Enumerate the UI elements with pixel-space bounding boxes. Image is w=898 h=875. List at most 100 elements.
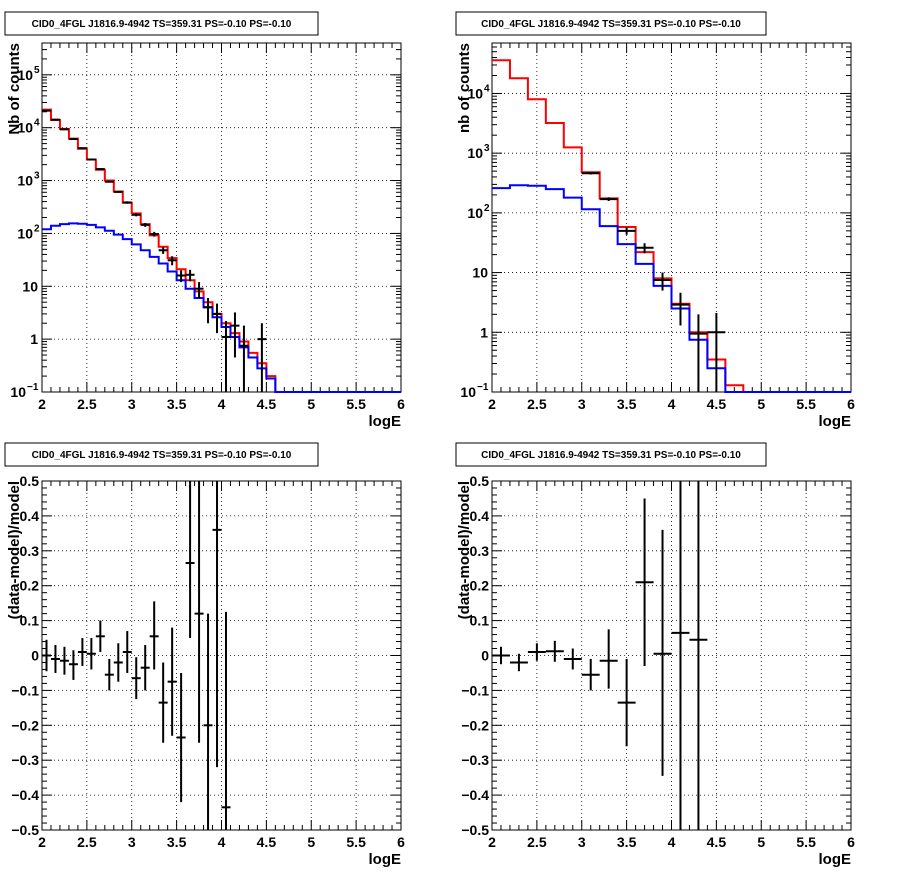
y-tick-label: 10 (17, 120, 33, 136)
y-tick-label: 0.5 (470, 473, 490, 489)
x-tick-label: 2.5 (527, 396, 547, 412)
y-tick-label: −0.2 (461, 717, 489, 733)
grid (492, 43, 851, 392)
y-tick-label: 10 (460, 384, 476, 400)
data-point (158, 247, 168, 254)
y-tick-label: −0.4 (11, 787, 39, 803)
y-axis-title: Nb of counts (6, 43, 23, 135)
data-point (653, 272, 672, 291)
data-point (50, 645, 60, 673)
x-tick-label: 4 (668, 834, 676, 850)
chart-panel-1: CID0_4FGL J1816.9-4942 TS=359.31 PS=-0.1… (4, 11, 405, 430)
x-axis-title: logE (819, 851, 852, 868)
y-tick-label: 0.1 (470, 613, 490, 629)
grid (492, 481, 851, 830)
data-point (131, 213, 141, 217)
data-point (230, 312, 240, 358)
y-tick-exponent: 4 (34, 118, 40, 129)
data-point (635, 243, 654, 254)
chart-title: CID0_4FGL J1816.9-4942 TS=359.31 PS=-0.1… (481, 450, 741, 461)
y-tick-label: 0.3 (470, 543, 490, 559)
data-point (77, 147, 87, 150)
data-point (113, 190, 123, 193)
x-tick-label: 6 (847, 396, 855, 412)
x-tick-label: 4 (668, 396, 676, 412)
data-point (140, 223, 150, 227)
data-point (185, 481, 195, 639)
y-tick-label: 0 (481, 648, 489, 664)
data-point (617, 658, 636, 747)
data-point (221, 611, 231, 830)
x-axis-title: logE (369, 413, 402, 430)
y-tick-label: 10 (22, 278, 38, 294)
x-tick-label: 5 (757, 396, 765, 412)
data-point (221, 321, 231, 392)
x-tick-label: 3 (128, 396, 136, 412)
data-point (581, 658, 600, 691)
x-tick-label: 5 (307, 834, 315, 850)
x-tick-label: 6 (847, 834, 855, 850)
y-tick-label: 0.1 (20, 613, 40, 629)
y-axis-title: (data-model)/model (456, 481, 473, 619)
data-point (167, 256, 177, 266)
x-tick-label: 4 (218, 834, 226, 850)
x-tick-label: 6 (397, 834, 405, 850)
x-tick-label: 5 (307, 396, 315, 412)
x-tick-label: 5.5 (346, 834, 366, 850)
x-tick-label: 2 (38, 834, 46, 850)
data-point (545, 640, 564, 662)
data-point (635, 498, 654, 666)
x-tick-label: 2.5 (527, 834, 547, 850)
y-axis-title: nb of counts (456, 43, 473, 133)
x-tick-label: 3 (128, 834, 136, 850)
data-point (671, 481, 690, 830)
data-point (194, 282, 204, 299)
y-tick-label: 10 (17, 173, 33, 189)
source-model-line (492, 184, 851, 393)
y-tick-exponent: 3 (484, 143, 490, 154)
y-tick-label: −0.1 (11, 682, 39, 698)
x-tick-label: 2 (38, 396, 46, 412)
x-tick-label: 6 (397, 396, 405, 412)
y-tick-label: 10 (467, 85, 483, 101)
x-tick-label: 5.5 (796, 396, 816, 412)
chart-panel-2: CID0_4FGL J1816.9-4942 TS=359.31 PS=-0.1… (455, 11, 855, 430)
y-tick-label: 10 (467, 205, 483, 221)
x-tick-label: 2 (488, 834, 496, 850)
x-tick-label: 2 (488, 396, 496, 412)
x-tick-label: 4.5 (257, 834, 277, 850)
y-tick-label: 10 (17, 67, 33, 83)
y-tick-exponent: 3 (34, 171, 40, 182)
data-point (77, 638, 87, 666)
x-tick-label: 4 (218, 396, 226, 412)
data-point (149, 231, 159, 237)
data-point (563, 648, 582, 670)
y-tick-label: 10 (17, 225, 33, 241)
title-box (455, 11, 767, 36)
data-point (158, 662, 168, 743)
data-point (653, 529, 672, 776)
data-point (203, 298, 213, 324)
data-point (212, 481, 222, 768)
data-point (50, 118, 60, 121)
x-tick-label: 3.5 (617, 396, 637, 412)
data-point (176, 270, 186, 283)
chart-title: CID0_4FGL J1816.9-4942 TS=359.31 PS=-0.1… (32, 450, 292, 461)
x-tick-label: 3 (578, 396, 586, 412)
data-point (113, 643, 123, 682)
data-point (59, 128, 69, 131)
data-point (671, 292, 690, 326)
title-box (4, 442, 319, 467)
title-box (4, 11, 319, 36)
y-tick-label: 1 (480, 324, 488, 340)
x-tick-label: 3.5 (617, 834, 637, 850)
data-point (212, 303, 222, 334)
y-tick-label: −0.5 (11, 822, 39, 838)
y-tick-label: −0.3 (461, 752, 489, 768)
x-tick-label: 4.5 (257, 396, 277, 412)
y-tick-label: 0.4 (20, 508, 40, 524)
data-point (131, 657, 141, 700)
data-point (104, 658, 114, 691)
x-axis-title: logE (819, 413, 852, 430)
